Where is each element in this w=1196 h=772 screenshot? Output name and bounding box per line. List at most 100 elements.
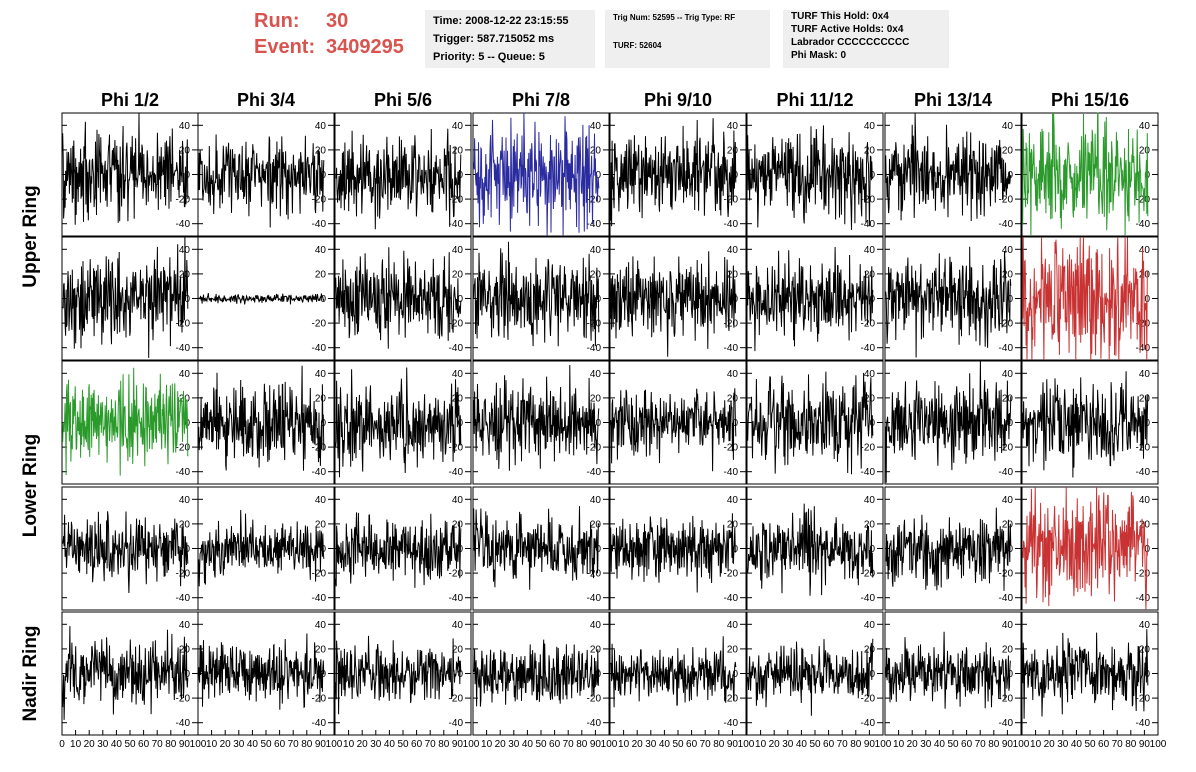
y-tick-label: 40 xyxy=(864,121,876,132)
y-tick-label: 40 xyxy=(590,620,602,631)
x-tick-label: 60 xyxy=(961,739,973,750)
x-tick-label: 70 xyxy=(152,739,164,750)
y-tick-label: 40 xyxy=(727,620,739,631)
x-tick-label: 90 xyxy=(1002,739,1014,750)
column-title: Phi 9/10 xyxy=(644,90,712,110)
y-tick-label: -20 xyxy=(861,443,876,454)
y-tick-label: 40 xyxy=(590,121,602,132)
y-tick-label: -40 xyxy=(449,593,464,604)
waveform-trace xyxy=(1022,371,1149,478)
y-tick-label: 20 xyxy=(315,145,327,156)
y-tick-label: -40 xyxy=(449,343,464,354)
waveform-trace xyxy=(62,112,189,225)
x-tick-label: 50 xyxy=(1084,739,1096,750)
y-tick-label: 0 xyxy=(184,669,190,680)
y-tick-label: -20 xyxy=(312,569,327,580)
y-tick-label: -40 xyxy=(312,593,327,604)
y-tick-label: 40 xyxy=(1139,245,1151,256)
y-tick-label: 20 xyxy=(590,145,602,156)
y-tick-label: -40 xyxy=(449,467,464,478)
turf-hold-text: TURF This Hold: 0x4 xyxy=(791,11,889,22)
waveform-trace xyxy=(1022,112,1149,237)
y-tick-label: 20 xyxy=(864,269,876,280)
waveform-trace xyxy=(747,371,874,475)
run-value: 30 xyxy=(326,10,349,32)
x-tick-label: 100 xyxy=(190,739,207,750)
x-tick-label: 40 xyxy=(247,739,259,750)
y-tick-label: -40 xyxy=(1136,219,1151,230)
waveform-trace xyxy=(1022,629,1149,719)
y-tick-label: 20 xyxy=(315,393,327,404)
run-label: Run: xyxy=(254,10,300,32)
x-tick-label: 100 xyxy=(1013,739,1030,750)
y-tick-label: 20 xyxy=(1139,145,1151,156)
y-tick-label: 20 xyxy=(1002,145,1014,156)
turf-text: TURF: 52604 xyxy=(613,41,662,50)
x-tick-label: 70 xyxy=(425,739,437,750)
column-title: Phi 11/12 xyxy=(776,90,853,110)
y-tick-label: -20 xyxy=(587,443,602,454)
y-tick-label: -40 xyxy=(312,718,327,729)
waveform-trace xyxy=(335,512,462,588)
x-tick-label: 100 xyxy=(326,739,343,750)
y-tick-label: 20 xyxy=(315,519,327,530)
y-tick-label: 40 xyxy=(179,495,191,506)
x-tick-label: 70 xyxy=(700,739,712,750)
labrador-text: Labrador CCCCCCCCCC xyxy=(791,37,910,48)
waveform-trace xyxy=(62,511,189,594)
y-tick-label: 40 xyxy=(452,495,464,506)
y-tick-label: -20 xyxy=(449,319,464,330)
waveform-trace xyxy=(747,638,874,716)
y-tick-label: -20 xyxy=(312,195,327,206)
x-tick-label: 60 xyxy=(549,739,561,750)
x-tick-label: 10 xyxy=(343,739,355,750)
waveform-trace xyxy=(62,236,189,358)
x-tick-label: 80 xyxy=(301,739,313,750)
waveform-trace xyxy=(198,509,325,587)
y-tick-label: -40 xyxy=(724,343,739,354)
run-event-header: Run: 30 Event: 3409295 xyxy=(254,8,404,60)
x-tick-label: 80 xyxy=(850,739,862,750)
x-tick-label: 30 xyxy=(645,739,657,750)
y-tick-label: 20 xyxy=(179,519,191,530)
y-tick-label: 20 xyxy=(179,393,191,404)
y-tick-label: 40 xyxy=(727,121,739,132)
x-tick-label: 50 xyxy=(535,739,547,750)
y-tick-label: 40 xyxy=(452,369,464,380)
y-tick-label: 40 xyxy=(864,495,876,506)
column-title: Phi 15/16 xyxy=(1051,90,1129,110)
waveform-trace xyxy=(335,635,462,715)
y-tick-label: -40 xyxy=(587,467,602,478)
column-title: Phi 1/2 xyxy=(101,90,159,110)
y-tick-label: -20 xyxy=(861,569,876,580)
y-tick-label: -40 xyxy=(587,718,602,729)
y-tick-label: 0 xyxy=(732,669,738,680)
y-tick-label: 20 xyxy=(864,519,876,530)
time-text: Time: 2008-12-22 23:15:55 xyxy=(433,15,569,27)
x-tick-label: 60 xyxy=(274,739,286,750)
turf-hold-box: TURF This Hold: 0x4 TURF Active Holds: 0… xyxy=(783,10,949,68)
waveform-trace xyxy=(473,364,600,471)
waveform-trace xyxy=(610,513,737,593)
waveform-trace xyxy=(885,631,1011,709)
x-tick-label: 80 xyxy=(713,739,725,750)
y-tick-label: 40 xyxy=(315,245,327,256)
y-tick-label: 40 xyxy=(315,369,327,380)
y-tick-label: 20 xyxy=(452,519,464,530)
y-tick-label: 20 xyxy=(727,644,739,655)
x-tick-label: 40 xyxy=(111,739,123,750)
y-tick-label: -20 xyxy=(861,195,876,206)
y-tick-label: -20 xyxy=(1136,569,1151,580)
waveform-trace xyxy=(198,365,325,471)
x-tick-label: 100 xyxy=(875,739,892,750)
x-tick-label: 90 xyxy=(315,739,327,750)
x-tick-label: 80 xyxy=(576,739,588,750)
x-tick-label: 20 xyxy=(1044,739,1056,750)
y-tick-label: -20 xyxy=(1136,195,1151,206)
x-tick-label: 50 xyxy=(672,739,684,750)
y-tick-label: 40 xyxy=(452,245,464,256)
y-tick-label: 40 xyxy=(864,620,876,631)
x-tick-label: 20 xyxy=(769,739,781,750)
x-tick-label: 20 xyxy=(357,739,369,750)
y-tick-label: 20 xyxy=(1139,393,1151,404)
